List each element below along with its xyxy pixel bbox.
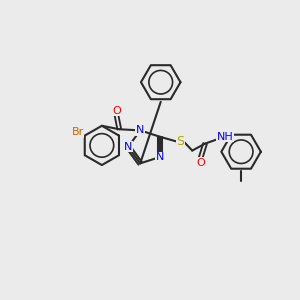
Text: N: N <box>136 125 144 135</box>
Text: N: N <box>155 152 164 162</box>
Text: O: O <box>196 158 205 168</box>
Text: S: S <box>176 135 184 148</box>
Text: Br: Br <box>72 127 84 137</box>
Text: O: O <box>112 106 121 116</box>
Text: NH: NH <box>216 132 233 142</box>
Text: N: N <box>124 142 132 152</box>
